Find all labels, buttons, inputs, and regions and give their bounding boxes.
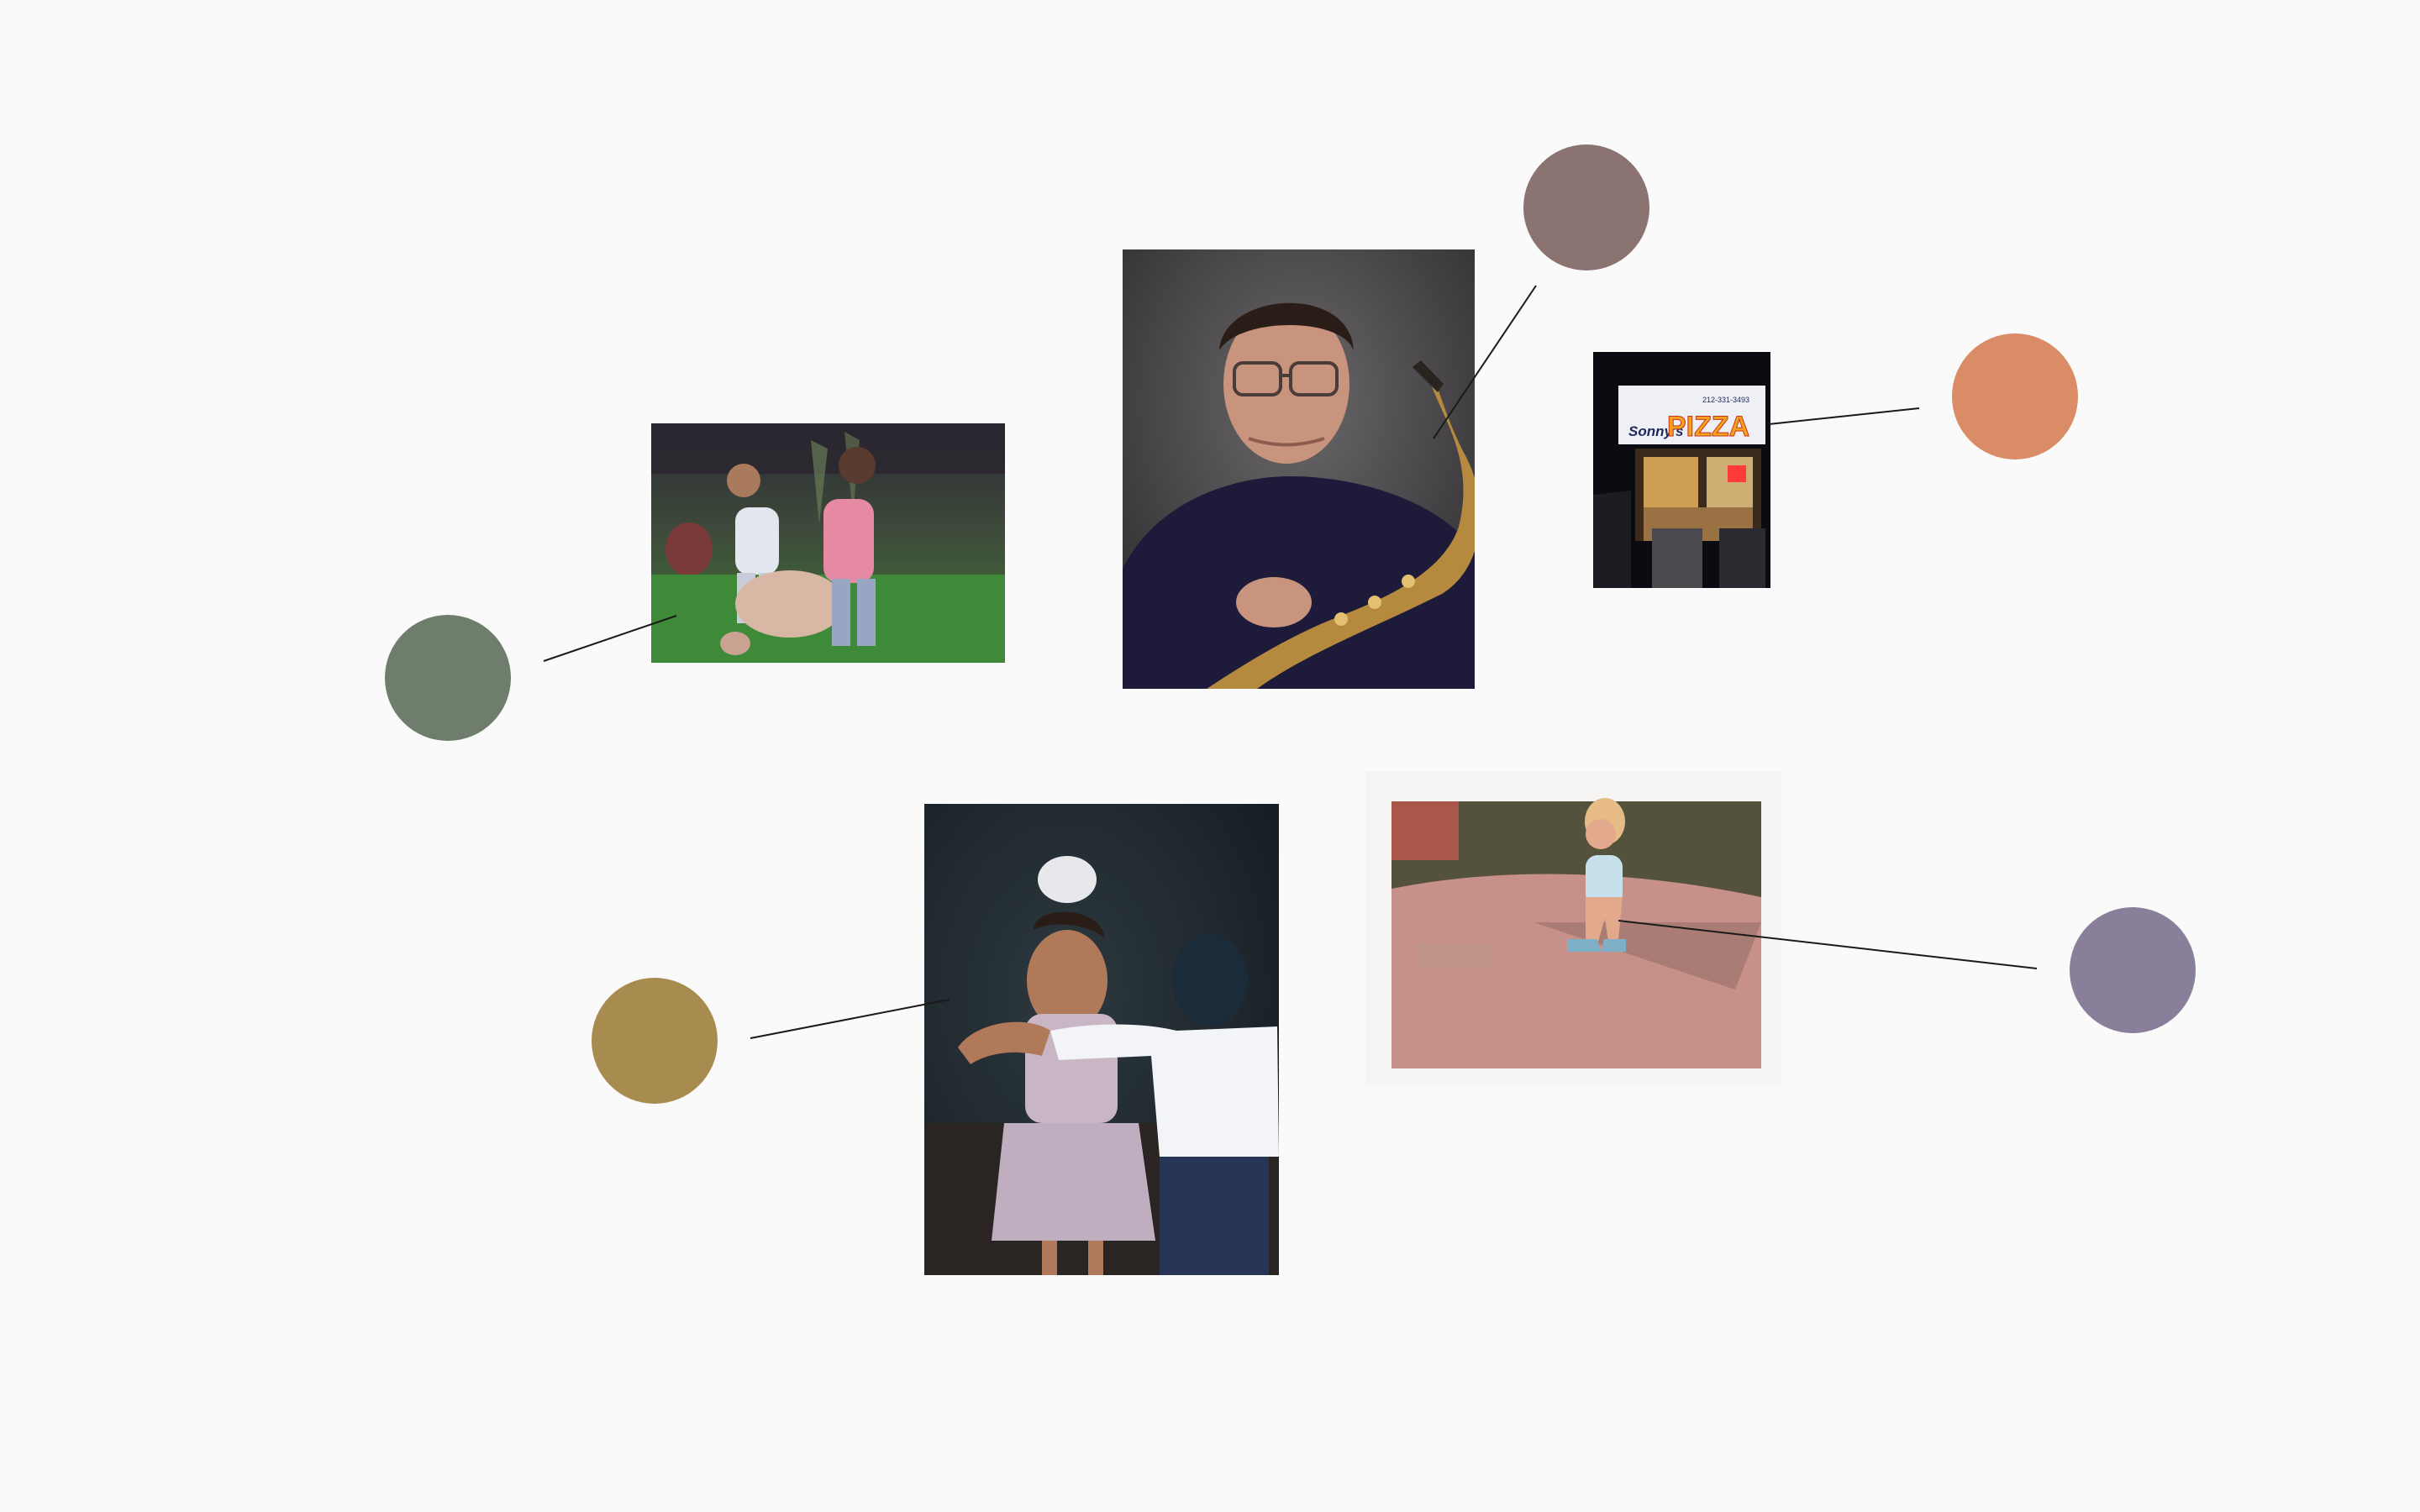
pizza-sign-text: PIZZA — [1667, 411, 1749, 443]
color-swatch-mauve[interactable] — [1523, 144, 1649, 270]
photo-girl-dancing-with-boy[interactable] — [924, 804, 1279, 1275]
photo-pizza-storefront[interactable]: Sonny's PIZZA 212-331-3493 — [1593, 352, 1770, 588]
kids-with-sheep-image — [651, 423, 1005, 663]
pizza-sign-script: Sonny's — [1628, 423, 1683, 439]
photo-saxophone-portrait[interactable] — [1123, 249, 1475, 689]
photo-kids-with-sheep[interactable] — [651, 423, 1005, 663]
pizza-storefront-image: Sonny's PIZZA 212-331-3493 — [1593, 352, 1770, 588]
connector-ochre — [750, 999, 950, 1039]
toddler-dancing-image — [1365, 771, 1781, 1086]
color-swatch-lavender[interactable] — [2070, 907, 2196, 1033]
color-swatch-ochre[interactable] — [592, 978, 718, 1104]
connector-orange — [1768, 407, 1920, 425]
girl-dancing-image — [924, 804, 1279, 1275]
color-swatch-orange[interactable] — [1952, 333, 2078, 459]
color-swatch-green[interactable] — [385, 615, 511, 741]
pizza-sign-phone: 212-331-3493 — [1702, 396, 1749, 404]
photo-toddler-dancing-street[interactable] — [1365, 771, 1781, 1086]
saxophone-portrait-image — [1123, 249, 1475, 689]
